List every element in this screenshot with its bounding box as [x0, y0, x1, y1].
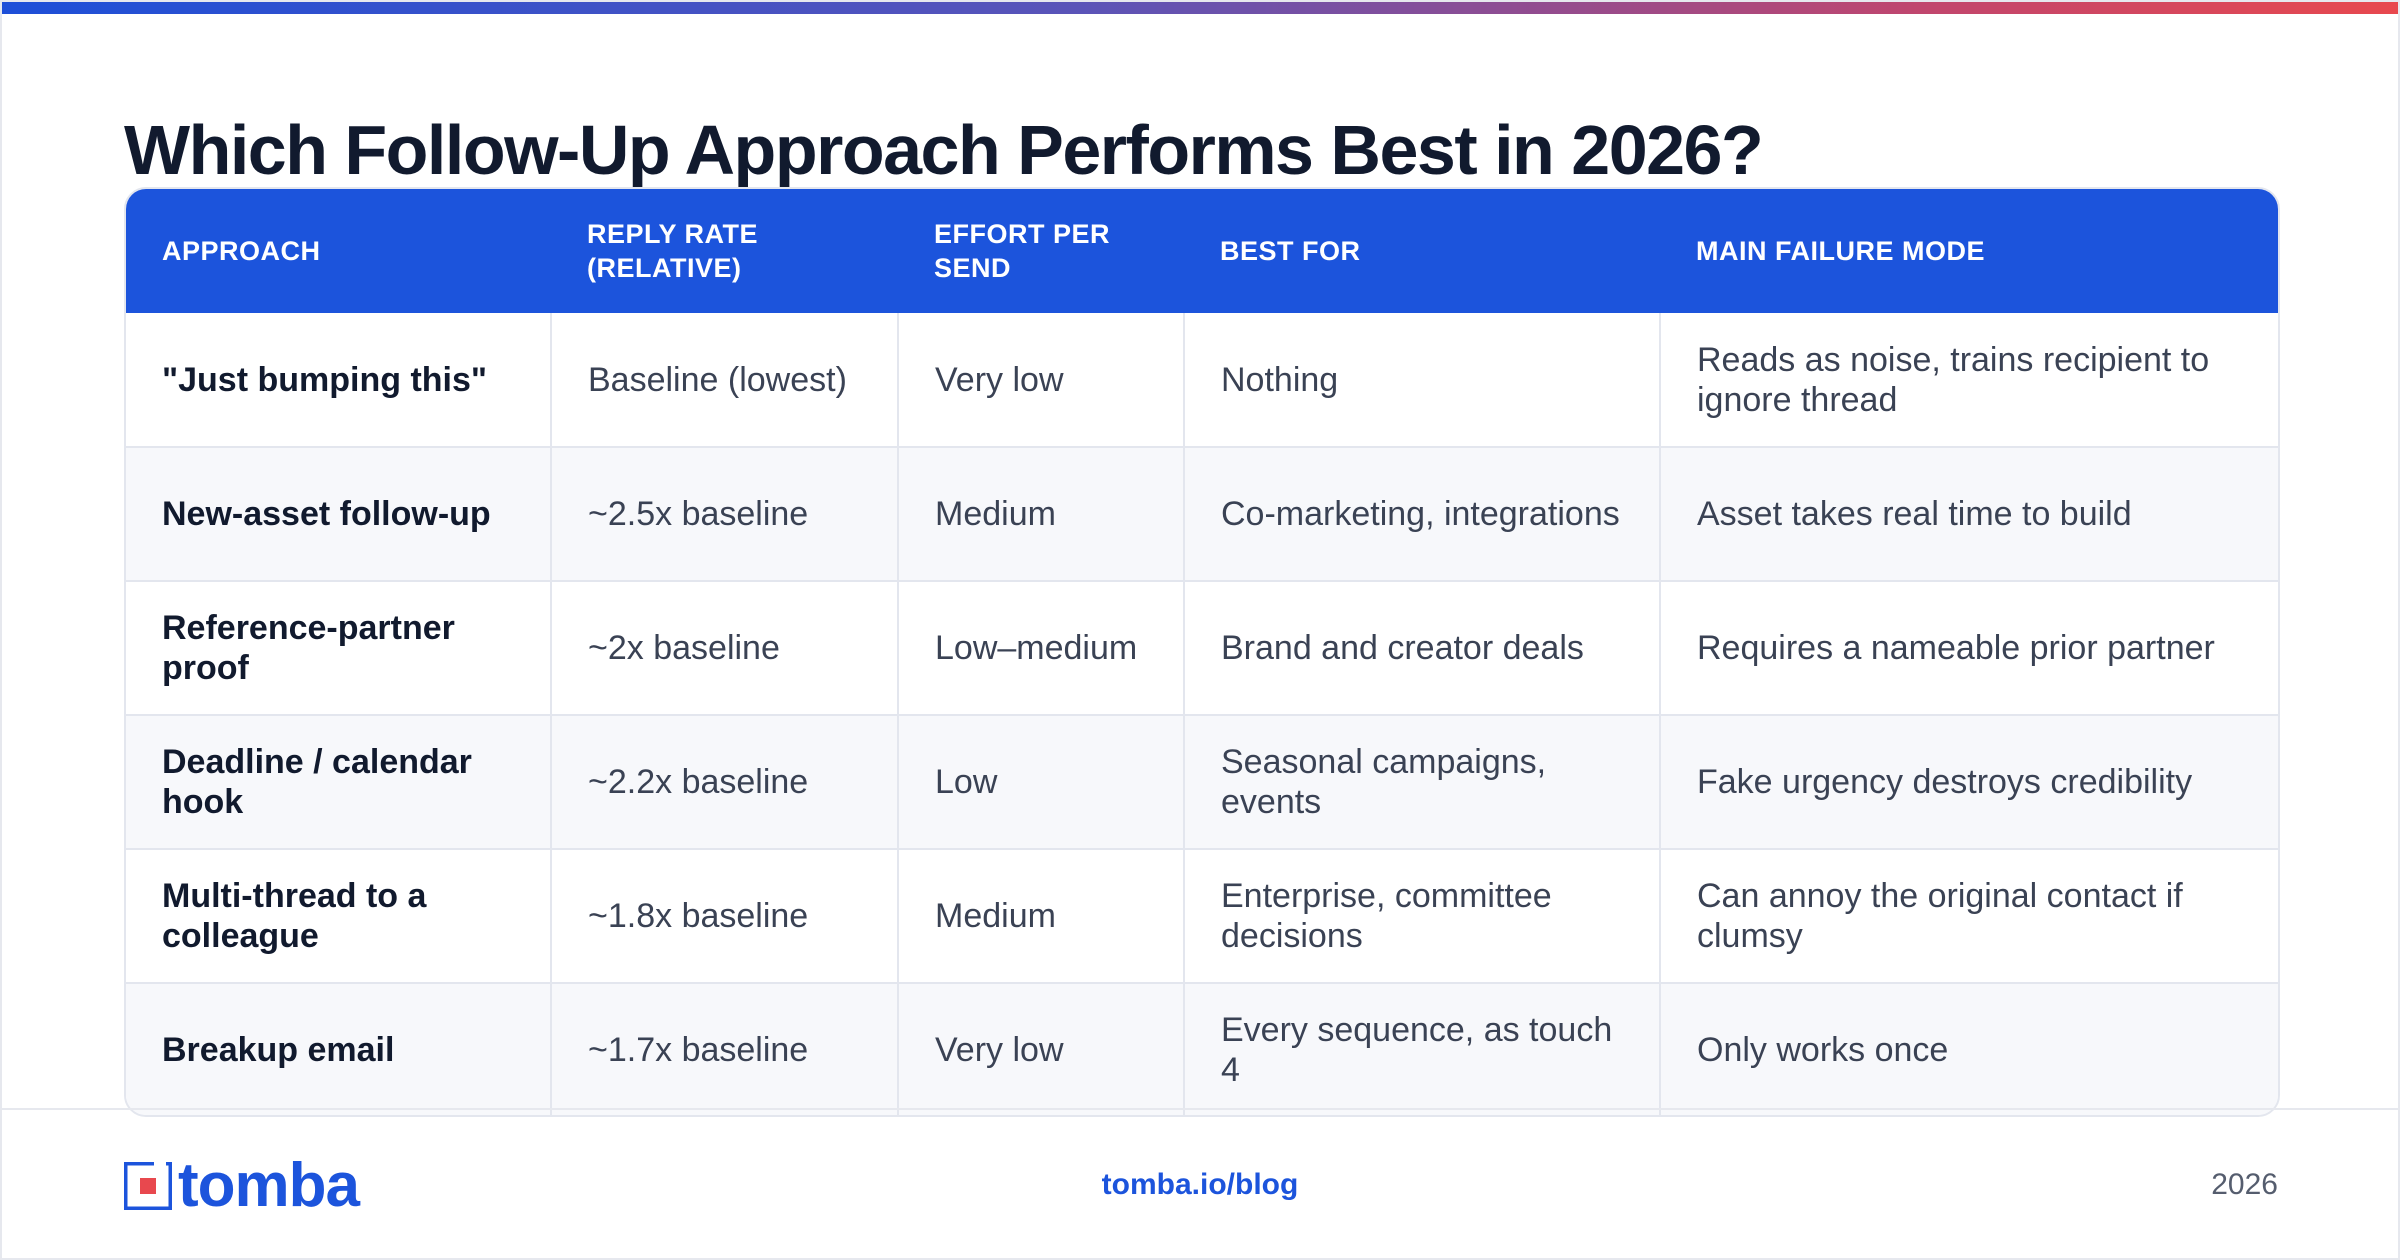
cell-failure-mode: Reads as noise, trains recipient to igno…: [1660, 313, 2278, 448]
table-row: Reference-partner proof ~2x baseline Low…: [126, 581, 2278, 716]
cell-best-for: Every sequence, as touch 4: [1184, 983, 1661, 1115]
cell-best-for: Co-marketing, integrations: [1184, 447, 1661, 582]
footer-year: 2026: [2211, 1168, 2278, 1201]
cell-effort: Medium: [898, 447, 1185, 582]
cell-approach: "Just bumping this": [126, 313, 552, 448]
cell-approach: Breakup email: [126, 983, 552, 1115]
footer-blog-link[interactable]: tomba.io/blog: [1101, 1168, 1299, 1201]
cell-reply-rate: ~2.5x baseline: [551, 447, 899, 582]
cell-reply-rate: ~2x baseline: [551, 581, 899, 716]
header-failure-mode: MAIN FAILURE MODE: [1696, 236, 1985, 266]
cell-effort: Low: [898, 715, 1185, 850]
footer-divider: [2, 1108, 2398, 1110]
cell-effort: Medium: [898, 849, 1185, 984]
table-row: Deadline / calendar hook ~2.2x baseline …: [126, 715, 2278, 850]
cell-best-for: Nothing: [1184, 313, 1661, 448]
tomba-logo[interactable]: tomba: [124, 1151, 360, 1220]
cell-best-for: Brand and creator deals: [1184, 581, 1661, 716]
cell-failure-mode: Only works once: [1660, 983, 2278, 1115]
cell-failure-mode: Requires a nameable prior partner: [1660, 581, 2278, 716]
table-row: New-asset follow-up ~2.5x baseline Mediu…: [126, 447, 2278, 582]
comparison-table: APPROACH REPLY RATE (RELATIVE) EFFORT PE…: [126, 189, 2278, 1115]
page-title: Which Follow-Up Approach Performs Best i…: [124, 111, 1764, 189]
cell-effort: Very low: [898, 313, 1185, 448]
cell-reply-rate: ~1.8x baseline: [551, 849, 899, 984]
table-row: Breakup email ~1.7x baseline Very low Ev…: [126, 983, 2278, 1115]
header-approach: APPROACH: [162, 236, 321, 266]
cell-reply-rate: Baseline (lowest): [551, 313, 899, 448]
cell-best-for: Seasonal campaigns, events: [1184, 715, 1661, 850]
cell-failure-mode: Can annoy the original contact if clumsy: [1660, 849, 2278, 984]
logo-wordmark: tomba: [178, 1151, 360, 1220]
top-gradient-bar: [2, 2, 2398, 14]
cell-approach: Deadline / calendar hook: [126, 715, 552, 850]
table-row: Multi-thread to a colleague ~1.8x baseli…: [126, 849, 2278, 984]
cell-approach: Multi-thread to a colleague: [126, 849, 552, 984]
cell-failure-mode: Asset takes real time to build: [1660, 447, 2278, 582]
cell-failure-mode: Fake urgency destroys credibility: [1660, 715, 2278, 850]
table-header-row: APPROACH REPLY RATE (RELATIVE) EFFORT PE…: [126, 189, 2278, 313]
header-reply-rate: REPLY RATE (RELATIVE): [587, 219, 759, 283]
cell-approach: Reference-partner proof: [126, 581, 552, 716]
cell-effort: Very low: [898, 983, 1185, 1115]
cell-best-for: Enterprise, committee decisions: [1184, 849, 1661, 984]
header-effort: EFFORT PER SEND: [934, 219, 1111, 283]
comparison-table-container: APPROACH REPLY RATE (RELATIVE) EFFORT PE…: [124, 187, 2280, 1117]
table-row: "Just bumping this" Baseline (lowest) Ve…: [126, 313, 2278, 448]
cell-effort: Low–medium: [898, 581, 1185, 716]
cell-reply-rate: ~2.2x baseline: [551, 715, 899, 850]
tomba-logo-icon: [124, 1162, 172, 1210]
cell-approach: New-asset follow-up: [126, 447, 552, 582]
header-best-for: BEST FOR: [1220, 236, 1361, 266]
cell-reply-rate: ~1.7x baseline: [551, 983, 899, 1115]
